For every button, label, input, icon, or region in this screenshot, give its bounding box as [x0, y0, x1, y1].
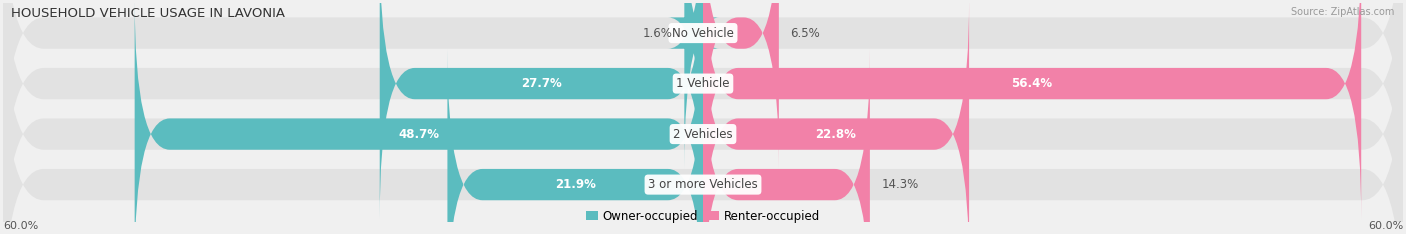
FancyBboxPatch shape	[447, 49, 703, 234]
FancyBboxPatch shape	[703, 0, 969, 234]
Text: 27.7%: 27.7%	[522, 77, 562, 90]
FancyBboxPatch shape	[3, 23, 1403, 234]
FancyBboxPatch shape	[3, 0, 1403, 194]
FancyBboxPatch shape	[3, 0, 1403, 234]
FancyBboxPatch shape	[703, 0, 1361, 219]
Text: HOUSEHOLD VEHICLE USAGE IN LAVONIA: HOUSEHOLD VEHICLE USAGE IN LAVONIA	[11, 7, 285, 20]
Legend: Owner-occupied, Renter-occupied: Owner-occupied, Renter-occupied	[581, 205, 825, 227]
Text: 60.0%: 60.0%	[3, 221, 38, 231]
FancyBboxPatch shape	[135, 0, 703, 234]
Text: 48.7%: 48.7%	[398, 128, 439, 141]
FancyBboxPatch shape	[3, 0, 1403, 234]
Text: 2 Vehicles: 2 Vehicles	[673, 128, 733, 141]
FancyBboxPatch shape	[703, 49, 870, 234]
Text: 21.9%: 21.9%	[555, 178, 596, 191]
Text: Source: ZipAtlas.com: Source: ZipAtlas.com	[1291, 7, 1395, 17]
Text: 56.4%: 56.4%	[1011, 77, 1053, 90]
Text: 22.8%: 22.8%	[815, 128, 856, 141]
FancyBboxPatch shape	[703, 0, 779, 169]
Text: 6.5%: 6.5%	[790, 27, 820, 40]
Text: No Vehicle: No Vehicle	[672, 27, 734, 40]
Text: 3 or more Vehicles: 3 or more Vehicles	[648, 178, 758, 191]
Text: 60.0%: 60.0%	[1368, 221, 1403, 231]
Text: 1 Vehicle: 1 Vehicle	[676, 77, 730, 90]
FancyBboxPatch shape	[380, 0, 703, 219]
Text: 14.3%: 14.3%	[882, 178, 918, 191]
FancyBboxPatch shape	[668, 0, 720, 169]
Text: 1.6%: 1.6%	[643, 27, 672, 40]
